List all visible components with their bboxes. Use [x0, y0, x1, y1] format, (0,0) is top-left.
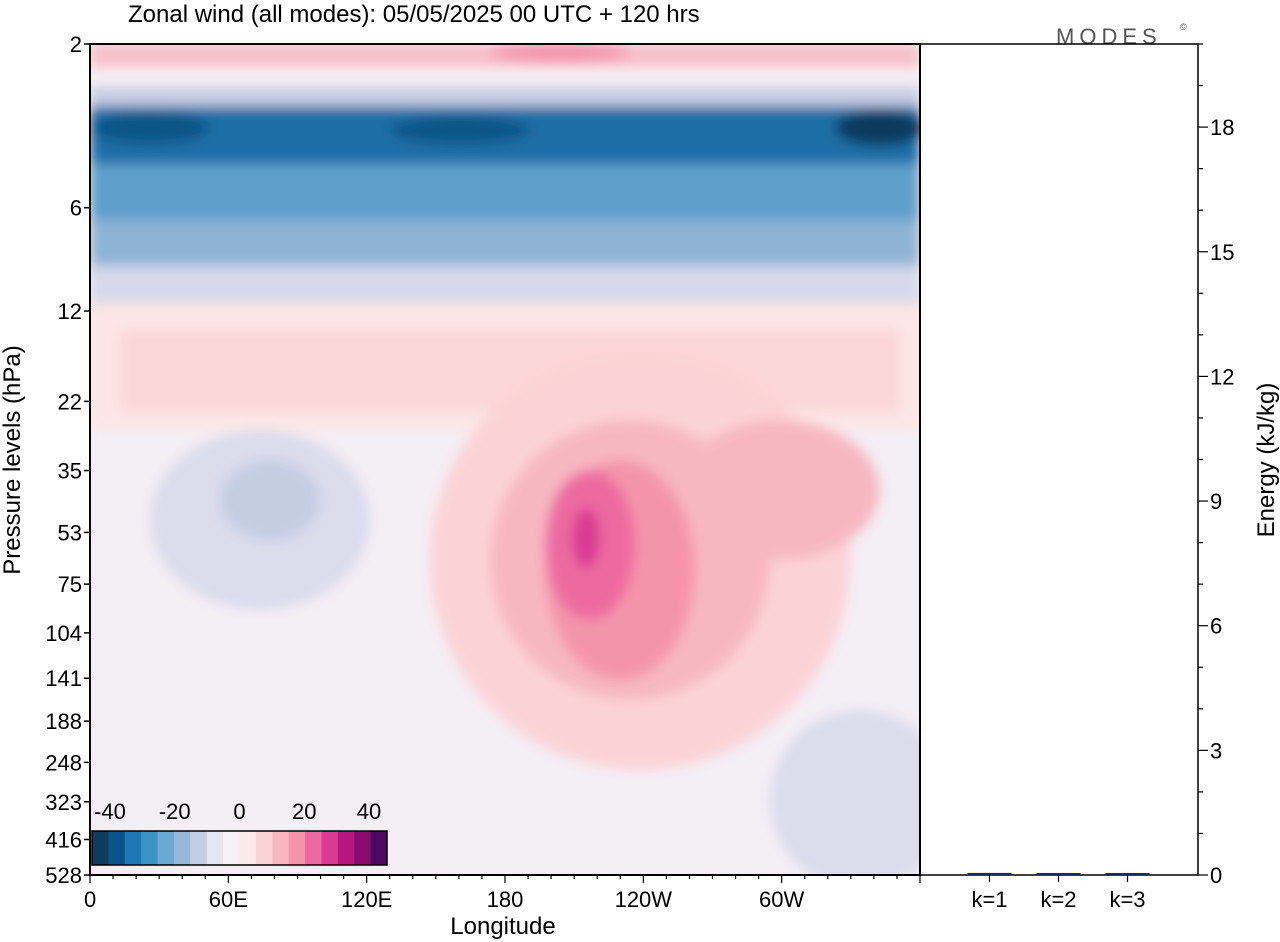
energy-tick-label: 6	[1210, 614, 1222, 639]
dark-core-mid	[390, 116, 530, 144]
colorbar-swatch	[223, 831, 240, 865]
jet-eastern-lobe	[680, 420, 880, 560]
dark-core-east	[835, 110, 920, 146]
longitude-tick-label: 180	[487, 887, 524, 912]
longitude-tick-label: 60W	[759, 887, 804, 912]
pressure-tick-label: 528	[45, 863, 82, 888]
colorbar-swatch	[124, 831, 142, 865]
upper-white-strip	[90, 66, 920, 86]
colorbar-swatch	[92, 831, 109, 865]
energy-tick-label: 9	[1210, 489, 1222, 514]
colorbar-swatch	[255, 831, 273, 865]
pressure-tick-label: 248	[45, 750, 82, 775]
brand-text: MODES	[1056, 24, 1162, 49]
energy-axis-label: Energy (kJ/kg)	[1253, 383, 1280, 538]
pressure-tick-label: 6	[70, 196, 82, 221]
energy-bar	[1036, 873, 1081, 875]
longitude-tick-label: 120E	[341, 887, 392, 912]
longitude-axis: 0 60E 120E 180 120W 60W	[84, 875, 921, 912]
energy-axis: 0 3 6 9 12 15 18	[1198, 43, 1234, 888]
colorbar-swatch	[337, 831, 355, 865]
colorbar-swatch	[157, 831, 175, 865]
longitude-tick-label: 60E	[209, 887, 248, 912]
energy-tick-label: 0	[1210, 863, 1222, 888]
colorbar-swatch	[141, 831, 158, 865]
energy-category-label: k=3	[1109, 887, 1145, 912]
pressure-tick-label: 75	[58, 572, 82, 597]
zonal-wind-heatmap	[90, 44, 920, 875]
pressure-tick-label: 35	[58, 459, 82, 484]
colorbar-swatch	[108, 831, 126, 865]
colorbar-swatch	[370, 831, 388, 865]
pressure-tick-label: 12	[58, 299, 82, 324]
x-axis-label: Longitude	[450, 913, 555, 940]
energy-bar	[967, 872, 1012, 875]
pressure-tick-label: 53	[58, 520, 82, 545]
southeast-lavender-patch	[770, 710, 920, 875]
colorbar-tick-label: -40	[94, 799, 126, 824]
energy-category-label: k=1	[971, 887, 1007, 912]
colorbar-swatch	[354, 831, 372, 865]
colorbar-labels: -40 -20 0 20 40	[94, 799, 381, 824]
longitude-tick-label: 120W	[615, 887, 673, 912]
jet-peak	[572, 508, 600, 568]
pressure-axis: 2 6 12 22 35 53 75 104 141 188 248 323 416 528	[45, 32, 90, 888]
colorbar-swatches	[92, 831, 388, 865]
chart-title: Zonal wind (all modes): 05/05/2025 00 UT…	[128, 1, 700, 28]
pressure-tick-label: 188	[45, 709, 82, 734]
colorbar-tick-label: 40	[357, 799, 381, 824]
pressure-tick-label: 104	[45, 621, 82, 646]
energy-categories: k=1 k=2 k=3	[971, 875, 1146, 912]
colorbar-swatch	[321, 831, 339, 865]
colorbar-swatch	[288, 831, 306, 865]
energy-tick-label: 15	[1210, 240, 1234, 265]
longitude-tick-label: 0	[84, 887, 96, 912]
colorbar-swatch	[272, 831, 290, 865]
mid-lavender-band	[90, 262, 920, 304]
dark-core-west	[90, 112, 210, 144]
energy-tick-label: 3	[1210, 738, 1222, 763]
brand-mark: ©	[1180, 22, 1187, 32]
colorbar-swatch	[239, 831, 257, 865]
energy-category-label: k=2	[1040, 887, 1076, 912]
energy-bar	[1105, 873, 1150, 875]
colorbar-swatch	[206, 831, 224, 865]
pressure-tick-label: 141	[45, 666, 82, 691]
colorbar-swatch	[173, 831, 191, 865]
pressure-tick-label: 2	[70, 32, 82, 57]
energy-tick-label: 18	[1210, 115, 1234, 140]
colorbar-tick-label: -20	[159, 799, 191, 824]
colorbar-swatch	[305, 831, 322, 865]
y-axis-label: Pressure levels (hPa)	[0, 345, 26, 574]
energy-bars	[967, 872, 1150, 875]
energy-panel-frame	[919, 43, 1199, 876]
modes-logo: MODES ©	[1056, 22, 1187, 49]
colorbar-tick-label: 20	[292, 799, 316, 824]
energy-tick-label: 12	[1210, 364, 1234, 389]
upper-pale-strip	[90, 84, 920, 106]
colorbar: -40 -20 0 20 40	[91, 799, 388, 866]
top-pink-core	[490, 44, 630, 62]
colorbar-swatch	[190, 831, 208, 865]
pressure-tick-label: 416	[45, 827, 82, 852]
colorbar-frame	[91, 830, 388, 866]
colorbar-tick-label: 0	[233, 799, 245, 824]
western-blue-patch	[220, 460, 320, 540]
pressure-tick-label: 22	[58, 389, 82, 414]
pressure-tick-label: 323	[45, 790, 82, 815]
